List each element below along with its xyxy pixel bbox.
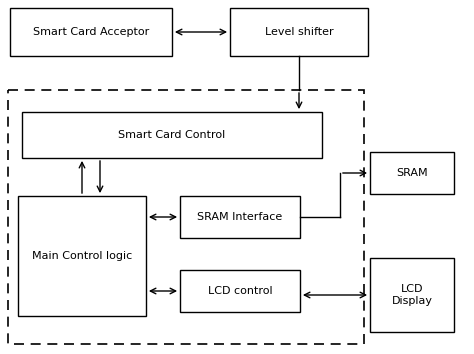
Bar [22, 112, 322, 158]
Text: Main Control logic: Main Control logic [32, 251, 132, 261]
Bar [180, 196, 300, 238]
Bar [10, 8, 172, 56]
Text: LCD control: LCD control [208, 286, 272, 296]
Text: SRAM: SRAM [396, 168, 428, 178]
Text: LCD
Display: LCD Display [392, 284, 432, 306]
Text: Level shifter: Level shifter [264, 27, 333, 37]
Bar [18, 196, 146, 316]
Bar [8, 90, 364, 344]
Text: Smart Card Acceptor: Smart Card Acceptor [33, 27, 149, 37]
Text: SRAM Interface: SRAM Interface [197, 212, 283, 222]
Bar [180, 270, 300, 312]
Bar [370, 258, 454, 332]
Text: Smart Card Control: Smart Card Control [118, 130, 226, 140]
Bar [370, 152, 454, 194]
Bar [230, 8, 368, 56]
